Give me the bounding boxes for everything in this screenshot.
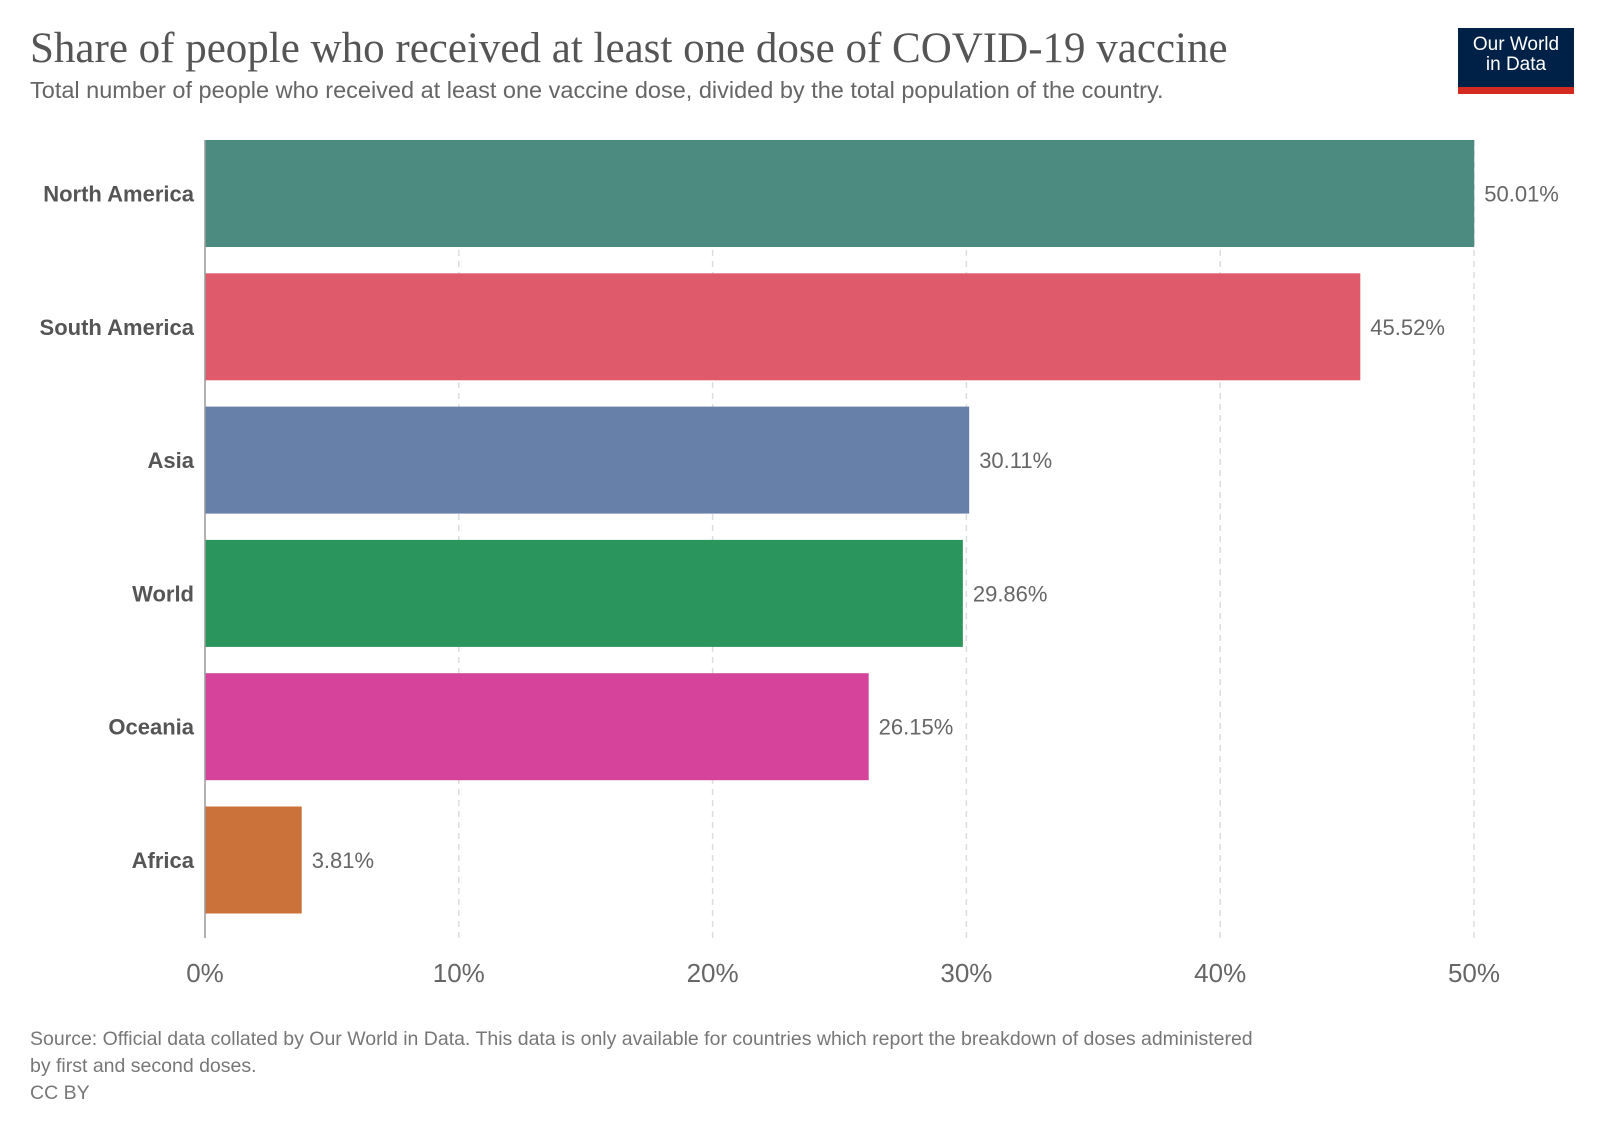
license-note: CC BY (30, 1082, 90, 1104)
bar (205, 673, 869, 781)
chart-subtitle: Total number of people who received at l… (30, 77, 1164, 103)
source-note-line-1: Source: Official data collated by Our Wo… (30, 1028, 1253, 1050)
bar (205, 140, 1475, 247)
x-tick-label: 0% (186, 958, 224, 988)
logo-line-1: Our World (1472, 34, 1560, 55)
category-label: South America (40, 315, 195, 340)
x-tick-label: 10% (433, 958, 485, 988)
category-label: North America (43, 182, 195, 207)
owid-logo[interactable]: Our World in Data (1458, 28, 1574, 94)
value-label: 29.86% (973, 581, 1048, 606)
category-label: Africa (132, 848, 195, 873)
logo-line-2: in Data (1485, 54, 1547, 75)
bar (205, 406, 970, 514)
value-label: 26.15% (879, 715, 954, 740)
x-tick-label: 20% (687, 958, 739, 988)
value-label: 45.52% (1370, 315, 1445, 340)
value-label: 50.01% (1484, 182, 1559, 207)
x-tick-label: 50% (1448, 958, 1500, 988)
source-note-line-2: by first and second doses. (30, 1055, 257, 1077)
bar (205, 806, 302, 914)
category-label: Oceania (108, 715, 194, 740)
category-label: Asia (148, 448, 195, 473)
x-tick-label: 40% (1194, 958, 1246, 988)
bar (205, 273, 1361, 381)
bar (205, 539, 963, 647)
x-tick-label: 30% (940, 958, 992, 988)
value-label: 30.11% (979, 448, 1052, 473)
logo-accent-bar (1458, 87, 1574, 94)
category-label: World (132, 581, 194, 606)
value-label: 3.81% (312, 848, 374, 873)
chart-title: Share of people who received at least on… (30, 25, 1228, 72)
